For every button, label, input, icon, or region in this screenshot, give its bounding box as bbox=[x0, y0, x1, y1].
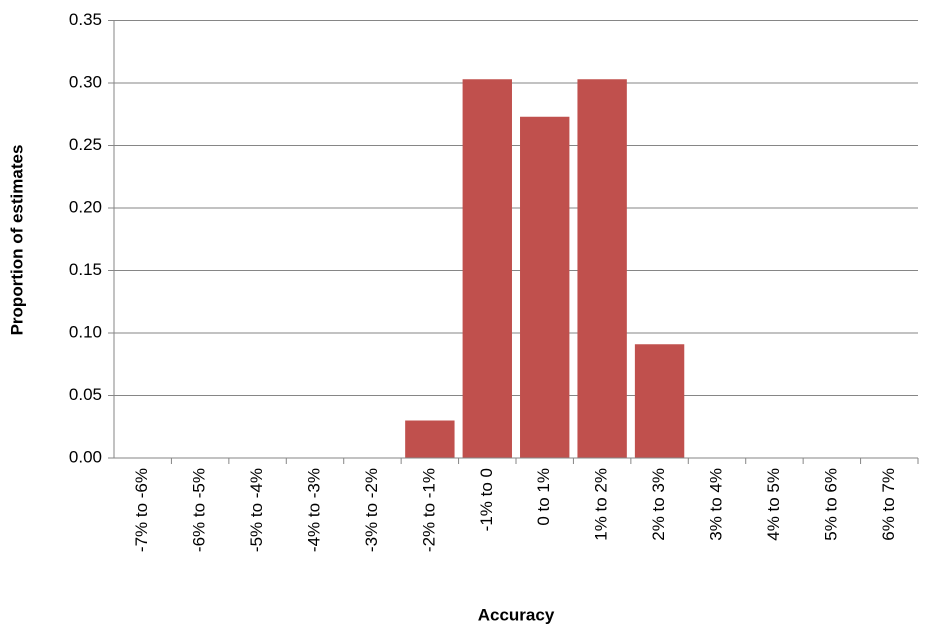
x-tick-label: -7% to -6% bbox=[132, 468, 151, 552]
x-tick-label: -6% to -5% bbox=[190, 468, 209, 552]
x-tick-label: 5% to 6% bbox=[821, 468, 840, 541]
x-tick-label: -5% to -4% bbox=[247, 468, 266, 552]
x-tick-label: 0 to 1% bbox=[534, 468, 553, 526]
y-tick-label: 0.30 bbox=[69, 72, 102, 91]
bar bbox=[405, 420, 455, 458]
x-tick-label: 6% to 7% bbox=[879, 468, 898, 541]
bar bbox=[577, 79, 627, 458]
x-tick-label: -4% to -3% bbox=[304, 468, 323, 552]
x-tick-label: 3% to 4% bbox=[706, 468, 725, 541]
y-tick-label: 0.05 bbox=[69, 385, 102, 404]
y-tick-label: 0.00 bbox=[69, 447, 102, 466]
bar bbox=[634, 344, 685, 458]
x-tick-label: 4% to 5% bbox=[764, 468, 783, 541]
bar bbox=[520, 116, 570, 458]
y-tick-label: 0.25 bbox=[69, 135, 102, 154]
x-tick-label: -1% to 0 bbox=[477, 468, 496, 531]
y-axis-title: Proportion of estimates bbox=[7, 145, 26, 336]
y-tick-label: 0.10 bbox=[69, 322, 102, 341]
x-tick-label: 1% to 2% bbox=[592, 468, 611, 541]
y-tick-label: 0.20 bbox=[69, 197, 102, 216]
bar bbox=[462, 79, 512, 458]
x-tick-label: 2% to 3% bbox=[649, 468, 668, 541]
y-tick-label: 0.15 bbox=[69, 260, 102, 279]
x-tick-label: -2% to -1% bbox=[419, 468, 438, 552]
x-tick-label: -3% to -2% bbox=[362, 468, 381, 552]
x-axis-title: Accuracy bbox=[478, 605, 555, 624]
y-tick-label: 0.35 bbox=[69, 10, 102, 29]
